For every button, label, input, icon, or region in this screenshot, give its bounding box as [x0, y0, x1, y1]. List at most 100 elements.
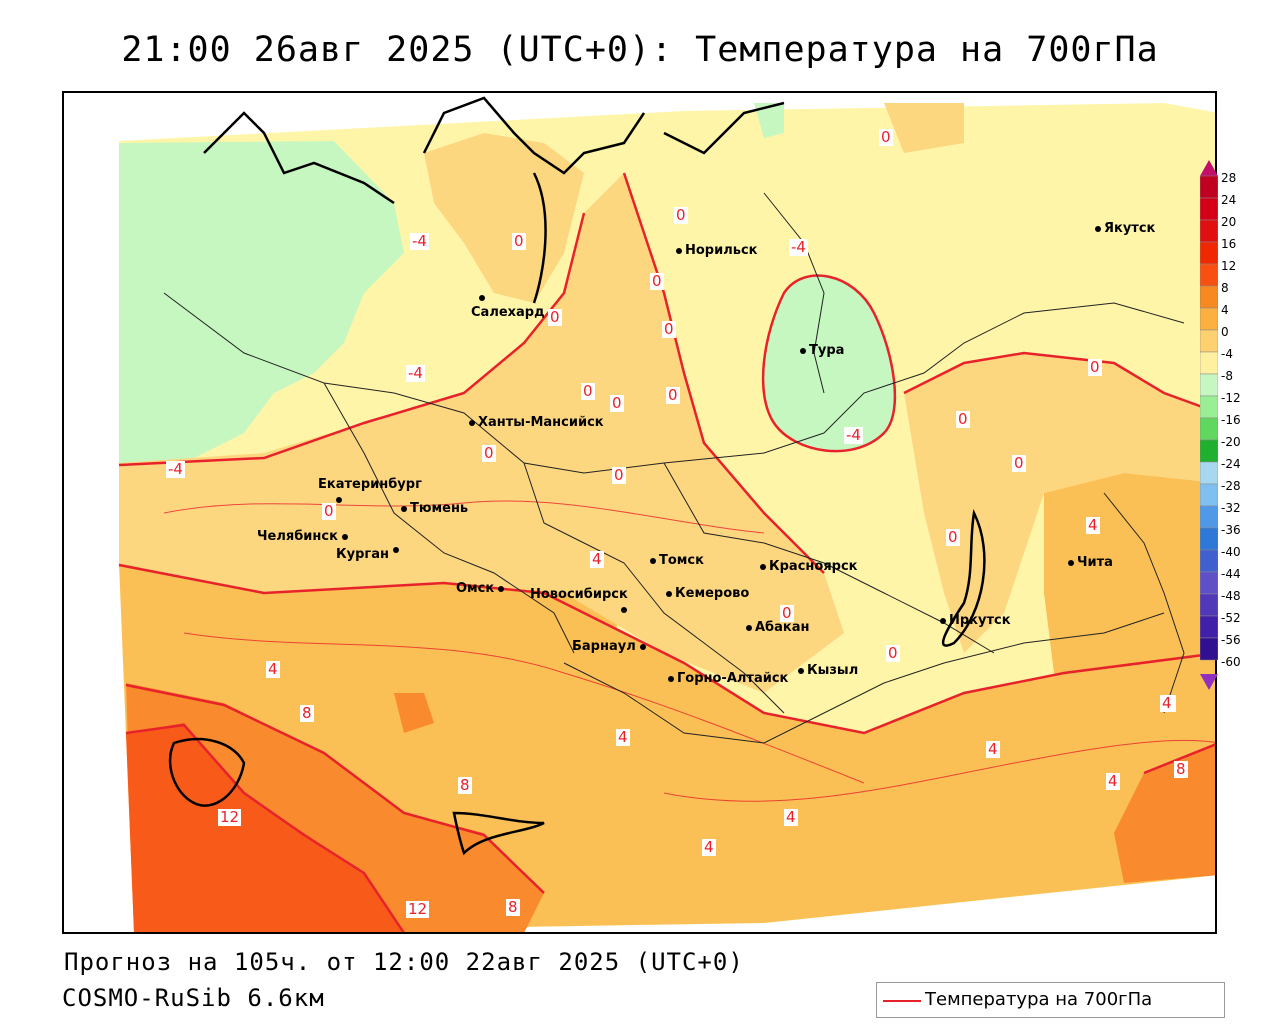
city-omsk[interactable]: Омск: [456, 581, 507, 596]
city-marker-icon: [341, 533, 348, 540]
city-label: Тура: [809, 343, 845, 358]
colorbar-tick-label: 20: [1221, 215, 1237, 229]
contour-label: 0: [666, 386, 680, 404]
city-label: Ханты-Мансийск: [478, 415, 604, 430]
city-label: Абакан: [755, 620, 810, 635]
contour-label: 0: [879, 128, 893, 146]
isotherm-lines: [118, 172, 1215, 932]
city-label: Курган: [336, 547, 389, 562]
contour-label: -4: [406, 364, 425, 382]
city-gorno-altaysk[interactable]: Горно-Алтайск: [668, 671, 788, 686]
colorbar-swatch: [1200, 439, 1218, 463]
contour-label: 0: [650, 272, 664, 290]
city-label: Екатеринбург: [318, 477, 422, 492]
city-marker-icon: [746, 624, 752, 631]
coastlines: [168, 96, 986, 856]
city-label: Норильск: [685, 243, 758, 258]
contour-label: 4: [1106, 772, 1120, 790]
city-barnaul[interactable]: Барнаул: [572, 639, 649, 654]
city-label: Красноярск: [769, 559, 858, 574]
zone-minus-4-west: [119, 141, 404, 471]
contour-label: -4: [789, 238, 808, 256]
city-kyzyl[interactable]: Кызыл: [798, 663, 858, 678]
city-kurgan[interactable]: Курган: [336, 547, 402, 562]
city-marker-icon: [392, 547, 399, 553]
colorbar-tick-label: -60: [1221, 655, 1241, 669]
legend-label: Температура на 700гПа: [925, 989, 1153, 1010]
city-krasnoyarsk[interactable]: Красноярск: [760, 559, 858, 574]
legend-line-swatch: [883, 1000, 921, 1002]
colorbar-swatch: [1200, 637, 1218, 661]
contour-label: 12: [218, 808, 242, 826]
colorbar-tick-label: -20: [1221, 435, 1241, 449]
contour-label: 0: [482, 444, 496, 462]
zone-12-to-16: [126, 723, 404, 932]
city-norilsk[interactable]: Норильск: [676, 243, 758, 258]
colorbar-tick-label: -48: [1221, 589, 1241, 603]
city-label: Иркутск: [949, 613, 1011, 628]
city-kemerovo[interactable]: Кемерово: [666, 586, 749, 601]
city-label: Томск: [659, 553, 704, 568]
city-tomsk[interactable]: Томск: [650, 553, 704, 568]
colorbar-swatch: [1200, 395, 1218, 419]
colorbar-tick-label: -12: [1221, 391, 1241, 405]
city-label: Кемерово: [675, 586, 750, 601]
contour-label: -4: [166, 460, 185, 478]
city-label: Якутск: [1104, 221, 1156, 236]
colorbar-svg: [1200, 160, 1218, 690]
colorbar-tick-label: -44: [1221, 567, 1241, 581]
city-salekhard[interactable]: Салехард: [471, 290, 545, 320]
colorbar-swatch: [1200, 615, 1218, 639]
colorbar-swatch: [1200, 263, 1218, 287]
city-label: Тюмень: [410, 501, 469, 516]
city-marker-icon: [469, 419, 475, 426]
contour-label: 4: [784, 808, 798, 826]
city-label: Кызыл: [807, 663, 859, 678]
contour-label: 0: [581, 382, 595, 400]
colorbar-swatch: [1200, 329, 1218, 353]
contour-label: 0: [548, 308, 562, 326]
city-label: Новосибирск: [530, 587, 628, 602]
colorbar-swatch: [1200, 483, 1218, 507]
contour-label: 0: [886, 644, 900, 662]
city-khanty-mansiysk[interactable]: Ханты-Мансийск: [469, 415, 604, 430]
city-novosibirsk[interactable]: Новосибирск: [530, 587, 630, 617]
city-chelyabinsk[interactable]: Челябинск: [257, 529, 351, 544]
colorbar-tick-label: 24: [1221, 193, 1237, 207]
city-tyumen[interactable]: Тюмень: [401, 501, 468, 516]
contour-label: 4: [986, 740, 1000, 758]
city-marker-icon: [639, 643, 646, 650]
city-marker-icon: [666, 590, 672, 597]
city-yekaterinburg[interactable]: Екатеринбург: [314, 477, 422, 507]
contour-label: 4: [266, 660, 280, 678]
zone-0-to-4-warm: [119, 173, 844, 693]
city-yakutsk[interactable]: Якутск: [1095, 221, 1155, 236]
colorbar-swatch: [1200, 505, 1218, 529]
city-irkutsk[interactable]: Иркутск: [940, 613, 1011, 628]
city-label: Чита: [1077, 555, 1113, 570]
contour-label: -4: [844, 426, 863, 444]
city-chita[interactable]: Чита: [1068, 555, 1113, 570]
city-abakan[interactable]: Абакан: [746, 620, 810, 635]
colorbar-tick-label: -40: [1221, 545, 1241, 559]
colorbar-tick-label: -32: [1221, 501, 1241, 515]
contour-label: 0: [512, 232, 526, 250]
contour-label: 8: [300, 704, 314, 722]
city-tura[interactable]: Тура: [800, 343, 844, 358]
colorbar-swatch: [1200, 593, 1218, 617]
arrow-down-icon: [1200, 674, 1218, 690]
contour-label: 8: [1174, 760, 1188, 778]
city-marker-icon: [498, 585, 505, 592]
contour-label: 0: [946, 528, 960, 546]
contour-label: 0: [1012, 454, 1026, 472]
colorbar-tick-label: 8: [1221, 281, 1229, 295]
city-label: Салехард: [471, 305, 545, 320]
city-marker-icon: [1068, 559, 1074, 566]
colorbar-swatch: [1200, 175, 1218, 199]
city-label: Челябинск: [257, 529, 338, 544]
contour-label: 4: [590, 550, 604, 568]
map-panel[interactable]: Якутск Норильск Салехард Тура Ханты-Манс…: [62, 91, 1217, 934]
colorbar-tick-label: -56: [1221, 633, 1241, 647]
map-legend: Температура на 700гПа: [876, 982, 1225, 1018]
colorbar-swatch: [1200, 219, 1218, 243]
